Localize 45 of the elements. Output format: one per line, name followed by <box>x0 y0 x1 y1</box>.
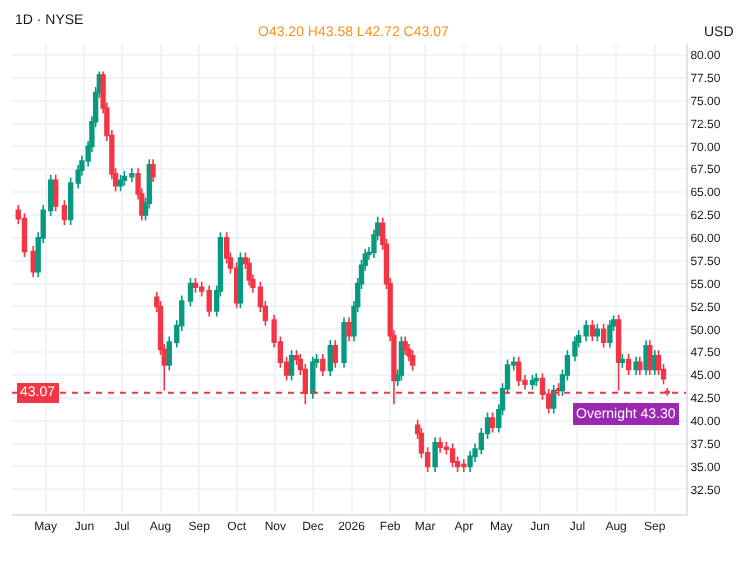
candlestick <box>237 251 244 310</box>
candlestick <box>594 323 601 342</box>
candlestick <box>432 436 438 473</box>
candlestick <box>121 170 127 187</box>
candlestick <box>633 355 639 376</box>
candlestick <box>600 323 607 349</box>
candlestick <box>341 316 347 369</box>
candlestick <box>655 349 662 376</box>
candlestick <box>637 355 643 376</box>
candlestick <box>21 212 28 258</box>
candlestick <box>346 316 352 342</box>
candlestick <box>150 158 156 183</box>
candlestick <box>30 245 36 278</box>
candlestick <box>61 199 68 226</box>
candlestick <box>187 277 194 308</box>
candlestick <box>117 173 124 193</box>
candlestick <box>529 374 536 391</box>
candlestick <box>206 284 212 318</box>
candlestick <box>398 335 405 382</box>
candlestick <box>437 436 443 454</box>
candlestick <box>288 349 295 382</box>
candlestick <box>192 277 199 294</box>
candlestick <box>625 353 632 376</box>
candlestick <box>516 355 522 387</box>
candlestick <box>246 257 252 287</box>
candlestick <box>320 353 326 377</box>
candlestick <box>615 313 622 392</box>
candlestick <box>467 450 473 473</box>
candlestick <box>327 339 333 377</box>
candlestick <box>489 411 496 434</box>
candlestick <box>53 173 59 213</box>
candlestick <box>129 167 135 183</box>
candlestick <box>461 458 467 473</box>
candlestick <box>589 319 596 342</box>
candlestick <box>402 335 408 356</box>
candlestick <box>533 372 539 387</box>
candlestick <box>406 343 412 363</box>
candlestick <box>449 442 456 469</box>
candlestick <box>332 339 338 369</box>
candlestick <box>409 349 416 372</box>
candlestick <box>583 319 589 342</box>
candlestick <box>310 355 316 400</box>
candlestick <box>647 339 653 376</box>
candlestick <box>619 353 626 369</box>
candlestick <box>607 319 613 349</box>
